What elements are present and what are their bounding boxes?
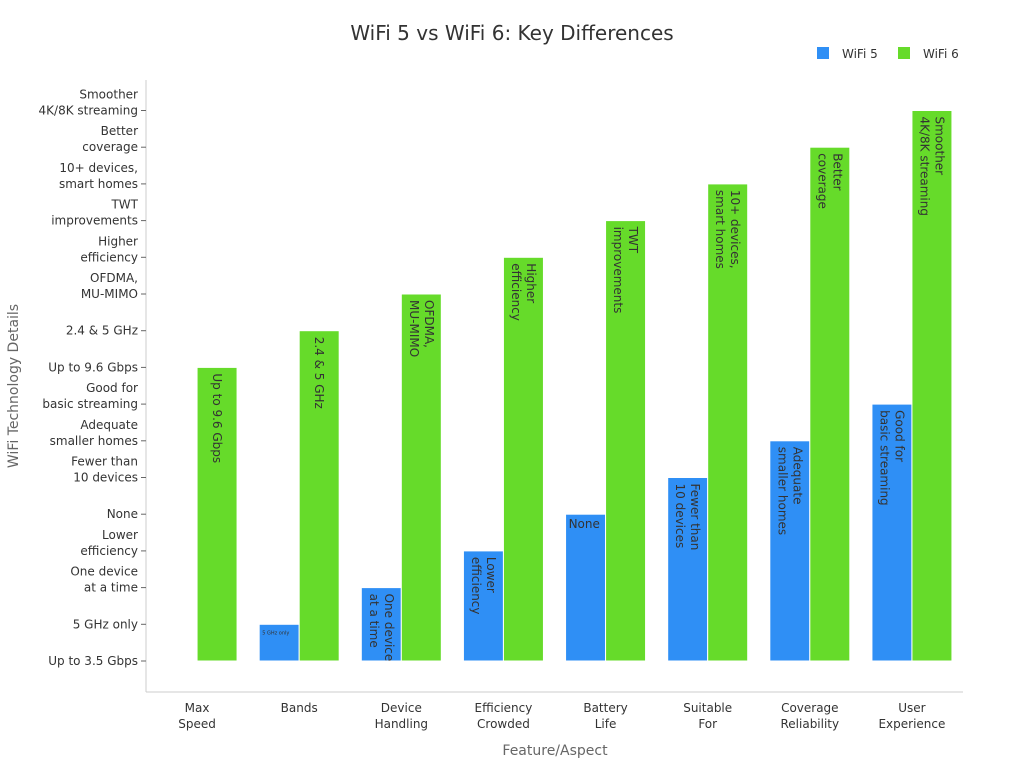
axes: Up to 3.5 Gbps 5 GHz only One device at a t…	[39, 80, 963, 731]
x-tick-label: Bands	[281, 701, 318, 715]
chart-title: WiFi 5 vs WiFi 6: Key Differences	[350, 21, 673, 45]
y-axis-label: WiFi Technology Details	[6, 304, 22, 468]
bar-wifi-5	[462, 550, 504, 662]
y-tick-label: 2.4 & 5 GHz	[66, 324, 138, 338]
y-tick-label: Up to 3.5 Gbps	[48, 654, 138, 668]
bar-label: None	[569, 517, 600, 531]
bar-wifi-6	[605, 220, 647, 662]
x-tick-label: User Experience	[878, 701, 945, 731]
legend-swatch	[817, 47, 829, 59]
bar-label: Up to 9.6 Gbps	[210, 373, 224, 463]
bar-wifi-6	[809, 146, 851, 662]
bar-label: 2.4 & 5 GHz	[312, 337, 326, 409]
y-tick-label: Good for basic streaming	[42, 381, 138, 411]
bar-wifi-5	[769, 440, 811, 662]
y-tick-label: Lower efficiency	[80, 528, 138, 558]
legend-swatch	[898, 47, 910, 59]
bar-label: One deviceat a time	[367, 594, 396, 662]
y-tick-label: Better coverage	[82, 124, 138, 154]
bar-wifi-5	[258, 623, 300, 662]
bar-wifi-6	[298, 330, 340, 662]
bar-wifi-6	[707, 183, 749, 662]
bar-wifi-5	[667, 477, 709, 662]
y-tick-label: None	[107, 507, 138, 521]
x-tick-label: Suitable For	[683, 701, 732, 731]
bar-wifi-5	[565, 513, 607, 662]
y-tick-label: Higher efficiency	[80, 234, 138, 264]
legend: WiFi 5 WiFi 6	[817, 47, 959, 61]
x-axis-label: Feature/Aspect	[502, 743, 608, 759]
bar-wifi-6	[911, 110, 953, 662]
x-tick-label: Max Speed	[178, 701, 216, 731]
bar-label: Smoother4K/8K streaming	[917, 117, 946, 216]
bar-wifi-5	[360, 587, 402, 662]
bar-label: Adequatesmaller homes	[775, 447, 804, 535]
bar-label: Lowerefficiency	[469, 557, 498, 615]
y-tick-label: TWT improvements	[51, 198, 138, 228]
x-tick-label: Coverage Reliability	[780, 701, 839, 731]
y-tick-label: 5 GHz only	[73, 617, 138, 631]
y-tick-label: One device at a time	[70, 565, 138, 595]
bars: 5 GHz only One deviceat a time Lowereffici…	[196, 110, 953, 662]
bar-label: 10+ devices,smart homes	[713, 190, 742, 269]
y-tick-label: Smoother 4K/8K streaming	[39, 88, 139, 118]
y-tick-label: OFDMA, MU-MIMO	[81, 271, 138, 301]
bar-wifi-6	[196, 366, 238, 662]
y-tick-label: Up to 9.6 Gbps	[48, 360, 138, 374]
bar-wifi-6	[502, 256, 544, 662]
bar-label: OFDMA,MU-MIMO	[407, 300, 436, 357]
x-tick-label: Device Handling	[375, 701, 429, 731]
bar-wifi-6	[400, 293, 442, 662]
x-tick-label: Battery Life	[583, 701, 627, 731]
bar-label: Fewer than10 devices	[673, 484, 702, 551]
bar-label: 5 GHz only	[262, 630, 289, 636]
bar-label: Bettercoverage	[815, 153, 844, 209]
y-tick-label: Fewer than 10 devices	[71, 455, 138, 485]
legend-label: WiFi 6	[923, 47, 959, 61]
bar-label: TWTimprovements	[611, 226, 640, 314]
x-tick-label: Efficiency Crowded	[475, 701, 533, 731]
y-tick-label: 10+ devices, smart homes	[59, 161, 138, 191]
bar-label: Good forbasic streaming	[877, 410, 906, 506]
bar-label: Higherefficiency	[509, 263, 538, 321]
legend-label: WiFi 5	[842, 47, 878, 61]
y-tick-label: Adequate smaller homes	[50, 418, 138, 448]
